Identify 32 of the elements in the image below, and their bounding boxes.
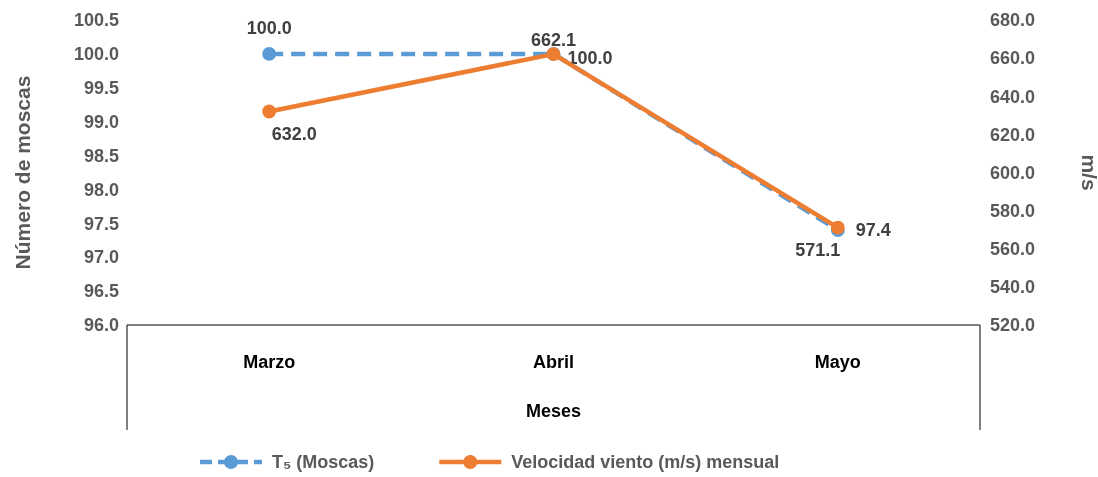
y2-tick-label: 600.0 (990, 162, 1036, 183)
y2-tick-label: 660.0 (990, 48, 1036, 69)
y-tick-label: 100.5 (73, 10, 119, 31)
y2-tick-label: 580.0 (990, 200, 1036, 221)
y-tick-label: 99.0 (83, 111, 119, 132)
y-tick-label: 96.5 (83, 281, 119, 302)
legend-label: T₅ (Moscas) (272, 452, 375, 472)
x-tick-label: Marzo (243, 352, 296, 372)
y-tick-label: 96.0 (83, 315, 119, 336)
y-axis-title: Número de moscas (11, 75, 34, 270)
data-label: 100.0 (246, 17, 292, 38)
y-tick-label: 99.5 (83, 78, 119, 99)
y2-axis-title: m/s (1078, 154, 1098, 191)
data-label: 571.1 (795, 239, 841, 260)
data-label: 97.4 (855, 220, 891, 241)
y2-tick-label: 680.0 (990, 10, 1036, 31)
y2-tick-label: 620.0 (990, 124, 1036, 145)
x-tick-label: Mayo (814, 352, 861, 372)
y2-tick-label: 640.0 (990, 86, 1036, 107)
y-tick-label: 97.5 (83, 213, 119, 234)
y-tick-label: 100.0 (73, 44, 119, 65)
x-tick-label: Abril (532, 352, 575, 372)
y2-tick-label: 540.0 (990, 277, 1036, 298)
y-tick-label: 98.5 (83, 145, 119, 166)
point (262, 104, 277, 119)
y2-tick-label: 560.0 (990, 239, 1036, 260)
data-label: 632.0 (271, 123, 317, 144)
y2-tick-label: 520.0 (990, 315, 1036, 336)
y-tick-label: 97.0 (83, 247, 119, 268)
x-axis-title: Meses (525, 401, 582, 421)
y-tick-label: 98.0 (83, 179, 119, 200)
legend-label: Velocidad viento (m/s) mensual (511, 452, 780, 472)
